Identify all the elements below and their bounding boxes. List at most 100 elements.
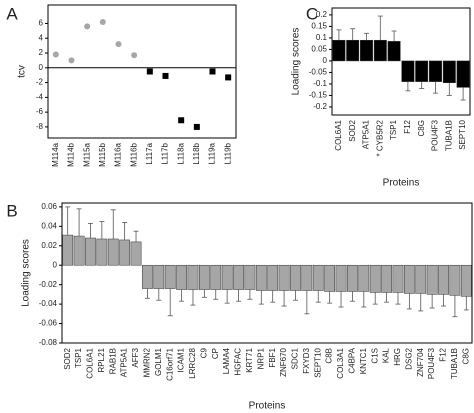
bar — [153, 264, 165, 289]
panel-label: B — [6, 201, 17, 220]
y-tick-label: 2 — [39, 48, 44, 57]
x-tick-label: C16orf71 — [165, 347, 174, 380]
x-tick-label: L118b — [192, 142, 201, 164]
y-tick-label: 0.15 — [311, 22, 327, 31]
bar — [387, 41, 401, 62]
x-tick-label: SEPT10 — [313, 347, 322, 377]
x-tick-label: HRG — [393, 348, 402, 366]
y-tick-label: -2 — [36, 78, 44, 87]
point — [193, 123, 200, 130]
y-tick-label: -0.08 — [39, 338, 58, 347]
x-tick-label: KAL — [382, 347, 391, 363]
bar — [85, 237, 96, 266]
y-tick-label: -0.02 — [39, 280, 58, 289]
bar — [360, 39, 373, 62]
x-tick-label: L119b — [223, 142, 232, 164]
bar — [96, 238, 108, 266]
plot-frame — [47, 4, 237, 139]
bar — [198, 264, 210, 290]
bar — [346, 39, 360, 62]
y-tick-label: -0.1 — [313, 79, 327, 88]
y-tick-label: 0 — [323, 56, 328, 65]
bar — [267, 264, 279, 291]
x-tick-label: ZNF670 — [279, 347, 288, 376]
x-tick-label: HGFAC — [234, 348, 243, 376]
y-tick-label: 0.02 — [41, 241, 57, 250]
x-tick-label: C8G — [417, 120, 426, 136]
x-tick-label: M116a — [114, 142, 123, 166]
x-tick-label: C1S — [370, 348, 379, 364]
x-tick-label: L117a — [145, 142, 154, 164]
y-tick-label: -8 — [36, 122, 44, 131]
x-tick-label: DSG2 — [404, 347, 413, 369]
x-tick-label: M116b — [129, 142, 138, 166]
bar — [73, 235, 85, 266]
bar — [244, 264, 256, 290]
bar — [221, 264, 233, 290]
x-tick-label: L119a — [208, 142, 217, 164]
x-tick-label: TUBA1B — [450, 348, 459, 379]
y-tick-label: 6 — [39, 19, 44, 28]
bar — [392, 264, 404, 293]
bar — [401, 60, 415, 82]
x-tick-label: GOLM1 — [154, 347, 163, 376]
x-tick-label: AFF3 — [131, 347, 140, 367]
x-tick-label: ATP5A1 — [120, 347, 129, 377]
bar — [373, 39, 387, 62]
x-tick-label: * CYB5R2 — [375, 119, 384, 156]
x-tick-label: F12 — [439, 347, 448, 361]
bar — [415, 264, 427, 294]
bar — [415, 60, 429, 82]
bar — [312, 264, 324, 291]
x-tick-label: TUBA1B — [444, 120, 453, 151]
bar — [130, 241, 142, 266]
point — [162, 72, 169, 79]
x-tick-label: KNTC1 — [359, 347, 368, 374]
point — [68, 57, 75, 64]
x-tick-label: NRP1 — [256, 347, 265, 369]
bar — [403, 264, 415, 294]
bar — [176, 264, 187, 290]
bar — [255, 264, 267, 291]
point — [99, 18, 106, 25]
x-tick-label: CP — [211, 348, 220, 359]
bar — [62, 234, 74, 266]
x-tick-label: ZNF704 — [416, 347, 425, 376]
x-tick-label: SEPT10 — [458, 119, 467, 149]
x-tick-label: ICAM1 — [177, 347, 186, 372]
x-tick-label: SOD2 — [348, 119, 357, 141]
y-tick-label: 0 — [53, 260, 58, 269]
bar — [142, 264, 153, 289]
bar — [429, 60, 442, 82]
x-tick-label: COL6A1 — [86, 347, 95, 378]
x-tick-label: C4BPA — [348, 347, 357, 373]
bar — [278, 264, 290, 291]
plot-frame — [61, 202, 473, 344]
x-tick-label: C8G — [461, 348, 470, 364]
x-tick-label: SOD2 — [63, 347, 72, 369]
bar — [332, 39, 346, 62]
x-tick-label: COL6A1 — [334, 119, 343, 150]
bar — [381, 264, 392, 293]
bar — [369, 264, 381, 293]
x-tick-label: KRT71 — [245, 347, 254, 372]
y-tick-label: 0.1 — [316, 33, 328, 42]
y-tick-label: -0.2 — [313, 102, 327, 111]
x-tick-label: SDC1 — [291, 347, 300, 369]
y-tick-label: 4 — [39, 33, 44, 42]
bar — [164, 264, 176, 289]
bar — [324, 264, 336, 292]
y-axis-label: Loading scores — [21, 239, 32, 307]
x-tick-label: TSP1 — [74, 347, 83, 368]
panel-label: A — [6, 4, 18, 23]
bar — [210, 264, 222, 290]
x-tick-label: M114a — [51, 142, 60, 166]
x-tick-label: COL3A1 — [336, 347, 345, 378]
x-tick-label: POU4F3 — [427, 347, 436, 379]
x-tick-label: F12 — [403, 119, 412, 133]
bar — [107, 238, 119, 266]
bar — [456, 60, 470, 88]
bar — [460, 264, 472, 297]
bar — [442, 60, 456, 84]
